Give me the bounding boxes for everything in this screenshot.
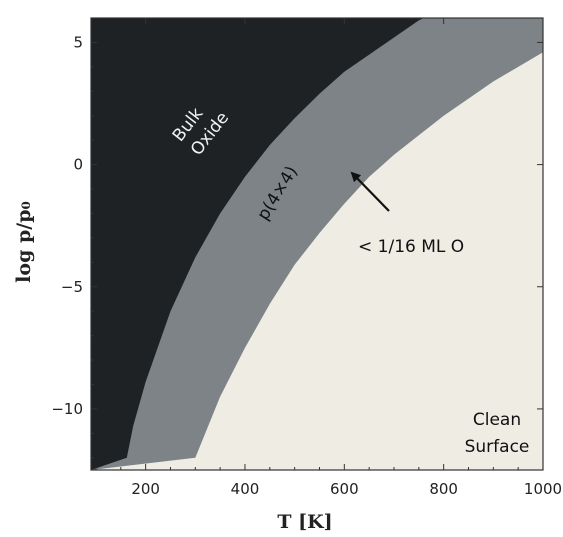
- x-axis-label: T [K]: [277, 511, 332, 533]
- coverage-annotation: < 1/16 ML O: [358, 237, 464, 257]
- x-tick-label: 400: [231, 480, 260, 498]
- clean-surface-label-line2: Surface: [465, 437, 530, 457]
- y-tick-label: 0: [73, 156, 83, 174]
- y-axis-ticks: 5 0 −5 −10: [51, 17, 543, 459]
- y-tick-label: 5: [73, 33, 83, 51]
- y-tick-label: −5: [61, 278, 83, 296]
- x-axis-ticks: 200 400 600 800 1000: [95, 18, 562, 498]
- plot-frame: [90, 17, 544, 471]
- x-tick-label: 600: [330, 480, 359, 498]
- clean-surface-label-line1: Clean: [473, 410, 521, 430]
- annotation-arrow: [350, 171, 390, 212]
- x-tick-label: 200: [131, 480, 160, 498]
- x-tick-label: 1000: [524, 480, 562, 498]
- region-bulk-oxide: [91, 18, 424, 470]
- x-tick-label: 800: [429, 480, 458, 498]
- y-axis-label: log p/p₀: [13, 201, 35, 283]
- y-tick-label: −10: [51, 400, 83, 418]
